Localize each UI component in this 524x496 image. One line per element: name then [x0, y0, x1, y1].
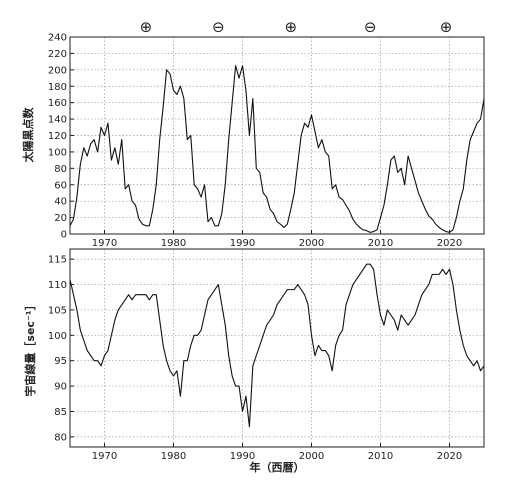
- sunspot-y-tick-label: 220: [48, 49, 67, 60]
- sunspot-y-tick-label: 160: [48, 98, 67, 109]
- cosmic-ray-y-tick-label: 100: [48, 331, 67, 342]
- sunspot-y-axis-title: 太陽黒点数: [21, 107, 35, 164]
- sunspot-y-tick-label: 40: [54, 197, 67, 208]
- polarity-marker: ⊖: [212, 18, 225, 36]
- sunspot-y-tick-label: 100: [48, 147, 67, 158]
- cosmic-ray-x-tick-label: 2020: [437, 451, 462, 462]
- polarity-marker: ⊕: [285, 18, 298, 36]
- sunspot-y-tick-label: 240: [48, 33, 67, 44]
- sunspot-y-tick-label: 80: [54, 164, 67, 175]
- sunspot-y-tick-label: 60: [54, 180, 67, 191]
- sunspot-y-tick-label: 180: [48, 82, 67, 93]
- polarity-marker: ⊕: [440, 18, 453, 36]
- sunspot-x-tick-label: 2010: [368, 238, 393, 249]
- sunspot-y-tick-label: 200: [48, 65, 67, 76]
- cosmic-ray-y-tick-label: 105: [48, 305, 67, 316]
- cosmic-ray-y-tick-label: 110: [48, 280, 67, 291]
- sunspot-x-tick-label: 1970: [92, 238, 117, 249]
- sunspot-x-tick-label: 1980: [161, 238, 186, 249]
- cosmic-ray-y-tick-label: 85: [54, 407, 67, 418]
- cosmic-ray-ticks: 1970 1980 1990 2000 2010 2020 80 85 90 95 100 105 11…: [48, 255, 462, 462]
- cosmic-ray-grid: [70, 249, 484, 447]
- sunspot-series-line: [69, 65, 485, 233]
- cosmic-ray-panel: 1970 1980 1990 2000 2010 2020 80 85 90 95 100 105 11…: [23, 248, 485, 474]
- cosmic-ray-x-tick-label: 2010: [368, 451, 393, 462]
- x-axis-title: 年（西暦）: [250, 460, 305, 474]
- cosmic-ray-plot-frame: [69, 248, 485, 448]
- sunspot-y-tick-label: 20: [54, 213, 67, 224]
- sunspot-x-tick-label: 2000: [299, 238, 324, 249]
- polarity-marker: ⊕: [140, 18, 153, 36]
- cosmic-ray-y-tick-label: 80: [54, 432, 67, 443]
- sunspot-x-tick-label: 2020: [437, 238, 462, 249]
- sunspot-panel: 1970 1980 1990 2000 2010 2020 0 20 40 60 80 100 120 1…: [21, 33, 485, 250]
- sunspot-y-tick-label: 0: [61, 230, 67, 241]
- sunspot-y-tick-label: 140: [48, 115, 67, 126]
- sunspot-y-tick-label: 120: [48, 131, 67, 142]
- cosmic-ray-x-tick-label: 1980: [161, 451, 186, 462]
- cosmic-ray-y-tick-label: 90: [54, 382, 67, 393]
- sunspot-x-tick-label: 1990: [230, 238, 255, 249]
- cosmic-ray-y-tick-label: 95: [54, 356, 67, 367]
- cosmic-ray-y-tick-label: 115: [48, 255, 67, 266]
- polarity-markers: ⊕ ⊖ ⊕ ⊖ ⊕: [140, 18, 453, 36]
- cosmic-ray-x-tick-label: 1970: [92, 451, 117, 462]
- polarity-marker: ⊖: [364, 18, 377, 36]
- sunspot-grid: [70, 36, 484, 235]
- cosmic-ray-y-axis-title: 宇宙線量［sec⁻¹］: [23, 299, 37, 396]
- cosmic-ray-x-tick-label: 2000: [299, 451, 324, 462]
- cosmic-ray-series-line: [69, 263, 485, 428]
- sunspot-ticks: 1970 1980 1990 2000 2010 2020 0 20 40 60 80 100 120 1…: [48, 33, 462, 250]
- cosmic-ray-x-tick-label: 1990: [230, 451, 255, 462]
